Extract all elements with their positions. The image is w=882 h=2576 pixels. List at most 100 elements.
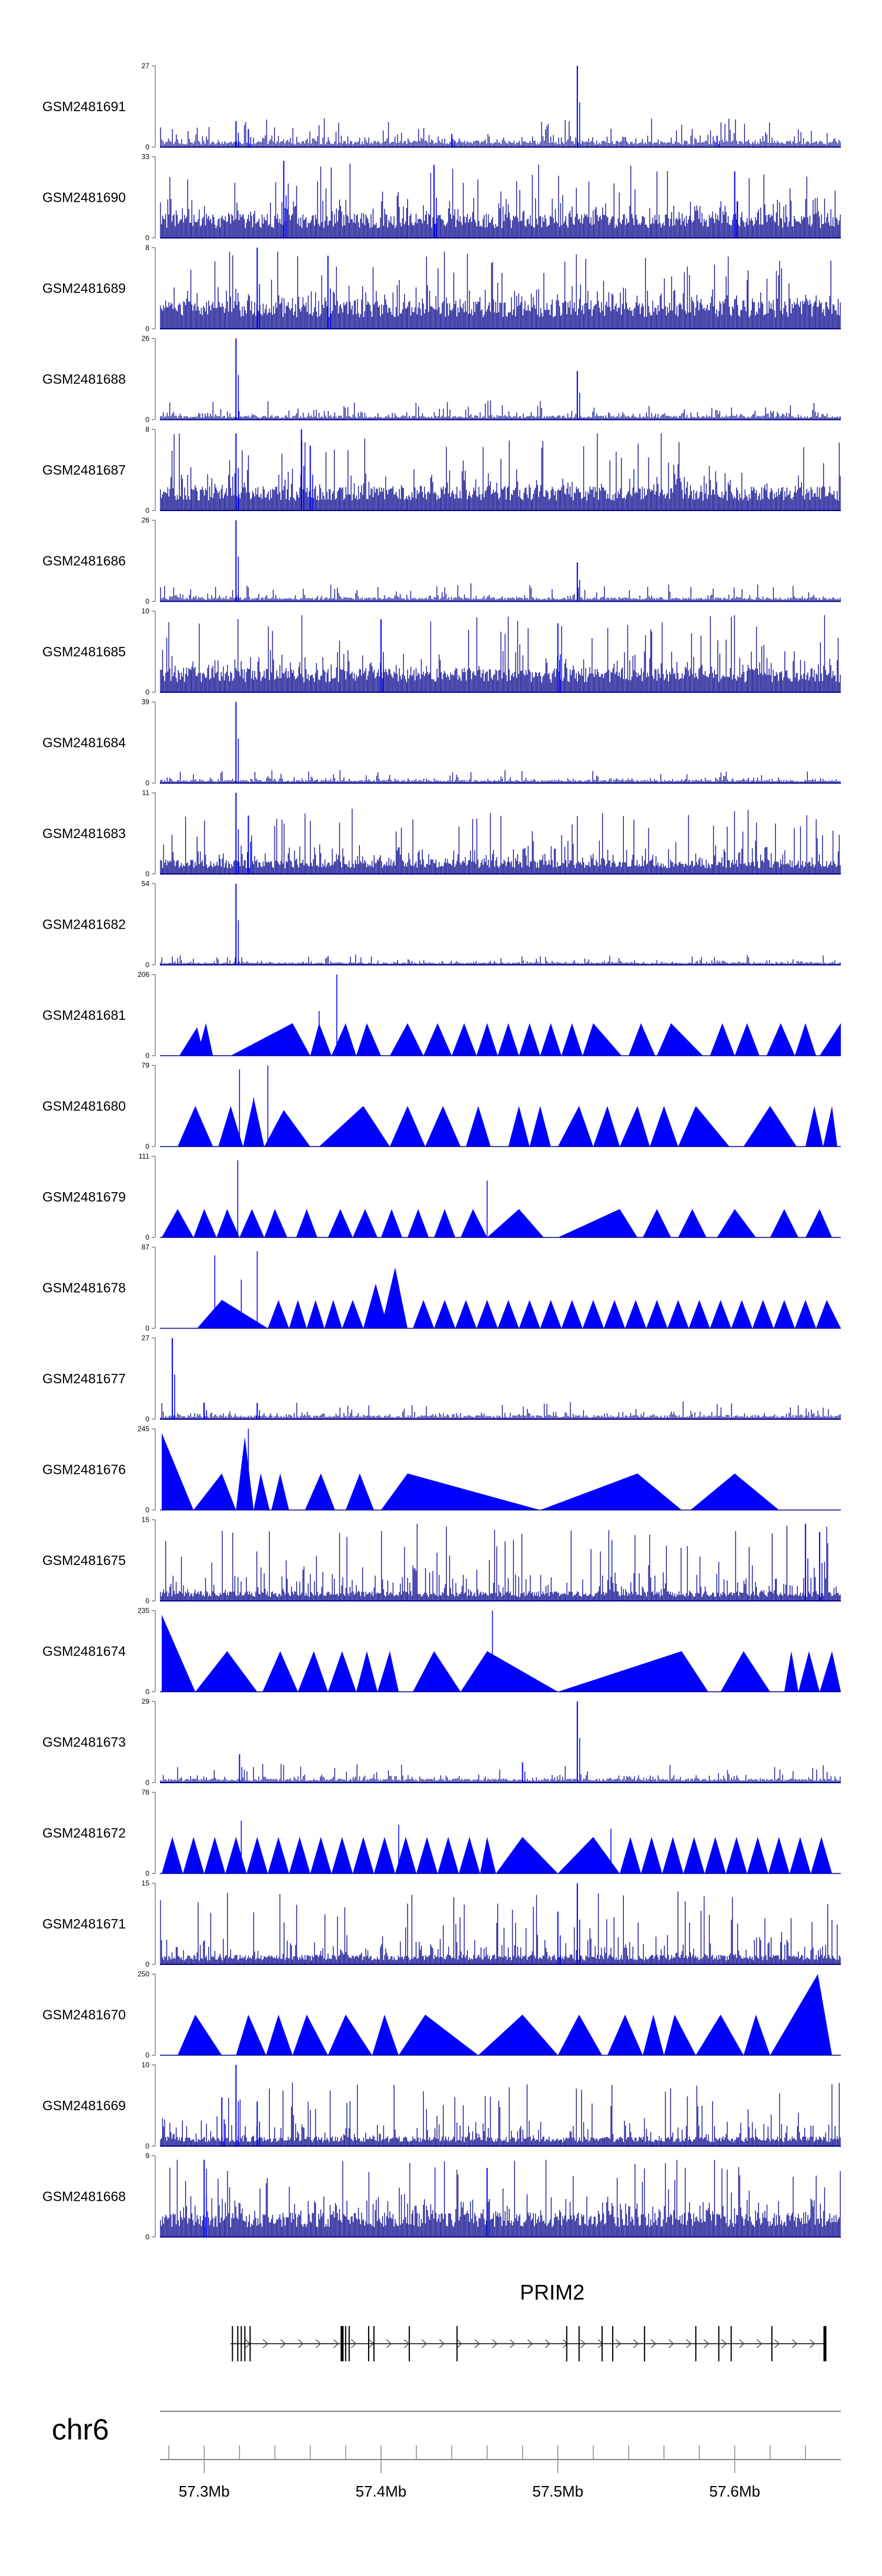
coverage-triangle (720, 1651, 770, 1692)
coverage-triangle (690, 1473, 779, 1510)
y-min-label: 0 (145, 1960, 149, 1968)
coverage-bars (160, 809, 841, 874)
coverage-triangle (657, 1023, 703, 1056)
track-GSM2481691: GSM2481691 27 0 (42, 62, 841, 151)
coverage-triangle (625, 1300, 647, 1329)
track-GSM2481685: GSM2481685 10 0 (42, 607, 841, 696)
strand-arrow (739, 2339, 745, 2348)
y-min-label: 0 (145, 779, 149, 788)
coverage-triangle (683, 1837, 705, 1874)
y-min-label: 0 (145, 1415, 149, 1423)
coverage-triangle (425, 1106, 461, 1147)
coverage-triangle (487, 1209, 544, 1237)
gene-exon (244, 2326, 246, 2361)
track-GSM2481683: GSM2481683 11 0 (42, 789, 841, 878)
y-max-label: 87 (142, 1243, 150, 1252)
coverage-triangle (437, 1837, 459, 1874)
coverage-triangle (266, 2014, 293, 2056)
coverage-triangle (561, 1300, 583, 1329)
track-GSM2481684: GSM2481684 39 0 (42, 698, 841, 788)
y-max-label: 76 (142, 1788, 150, 1797)
y-min-label: 0 (145, 1870, 149, 1878)
coverage-triangle (540, 1300, 562, 1329)
coverage-triangle (731, 1300, 753, 1329)
coverage-triangle (197, 1023, 213, 1056)
coverage-triangle (423, 1023, 452, 1056)
track-label: GSM2481683 (42, 826, 126, 841)
gene-exon (578, 2326, 580, 2361)
track-GSM2481686: GSM2481686 26 0 (42, 516, 841, 606)
track-GSM2481690: GSM2481690 33 0 (42, 153, 841, 242)
gene-exon (695, 2326, 697, 2361)
y-min-label: 0 (145, 1233, 149, 1242)
coverage-triangle (650, 1106, 679, 1147)
coverage-triangle (508, 1106, 530, 1147)
coverage-triangle (183, 1837, 205, 1874)
y-min-label: 0 (145, 1597, 149, 1605)
track-label: GSM2481674 (42, 1644, 126, 1659)
coverage-triangle (268, 1837, 289, 1874)
coverage-triangle (178, 2014, 222, 2056)
track-GSM2481681: GSM2481681 206 0 (42, 970, 841, 1060)
coverage-triangle (620, 1106, 650, 1147)
coverage-triangle (678, 1106, 730, 1147)
coverage-triangle (607, 2014, 643, 2056)
coverage-triangle (377, 1651, 399, 1692)
coverage-triangle (298, 1651, 328, 1692)
track-label: GSM2481687 (42, 462, 126, 478)
coverage-triangle (664, 2014, 696, 2056)
axis-tick-label: 57.3Mb (179, 2482, 230, 2500)
y-max-label: 79 (142, 1062, 150, 1070)
y-min-label: 0 (145, 2142, 149, 2150)
y-min-label: 0 (145, 325, 149, 333)
coverage-triangle (519, 1023, 540, 1056)
coverage-bars (160, 163, 841, 238)
coverage-triangle (496, 1837, 558, 1874)
strand-arrow (580, 2339, 586, 2348)
track-label: GSM2481691 (42, 99, 126, 114)
y-max-label: 250 (138, 1970, 149, 1978)
coverage-triangle (620, 1837, 642, 1874)
coverage-triangle (519, 1300, 540, 1329)
coverage-triangle (476, 1300, 498, 1329)
track-GSM2481675: GSM2481675 15 0 (42, 1516, 841, 1605)
track-GSM2481688: GSM2481688 26 0 (42, 335, 841, 424)
strand-arrow (650, 2339, 657, 2348)
coverage-triangle (557, 2014, 602, 2056)
coverage-triangle (805, 1106, 823, 1147)
coverage-bars (160, 2083, 841, 2146)
coverage-triangle (407, 1209, 429, 1237)
strand-arrow (809, 2339, 816, 2348)
strand-arrow (386, 2339, 392, 2348)
strand-arrow (544, 2339, 551, 2348)
track-label: GSM2481681 (42, 1007, 126, 1023)
strand-arrow (298, 2339, 304, 2348)
coverage-triangle (710, 1023, 735, 1056)
strand-arrow (791, 2339, 798, 2348)
coverage-bars (160, 583, 841, 602)
coverage-triangle (179, 1027, 205, 1056)
gene-exon (340, 2326, 344, 2361)
y-max-label: 206 (138, 970, 149, 979)
y-min-label: 0 (145, 2051, 149, 2060)
coverage-triangle (328, 2014, 372, 2056)
track-label: GSM2481688 (42, 372, 126, 387)
coverage-triangle (331, 1837, 353, 1874)
strand-arrow (756, 2339, 763, 2348)
coverage-triangle (497, 1300, 519, 1329)
coverage-triangle (363, 1283, 389, 1329)
track-label: GSM2481685 (42, 644, 126, 659)
y-min-label: 0 (145, 688, 149, 696)
gene-exon (373, 2326, 375, 2361)
coverage-triangle (717, 1209, 756, 1237)
y-max-label: 39 (142, 698, 150, 706)
gene-exon (240, 2326, 242, 2361)
y-max-label: 8 (145, 425, 149, 433)
track-label: GSM2481677 (42, 1371, 126, 1386)
y-max-label: 10 (142, 607, 150, 615)
track-label: GSM2481668 (42, 2189, 126, 2204)
coverage-triangle (416, 1837, 438, 1874)
coverage-triangle (667, 1300, 689, 1329)
coverage-triangle (162, 1614, 196, 1692)
coverage-triangle (373, 1837, 396, 1874)
